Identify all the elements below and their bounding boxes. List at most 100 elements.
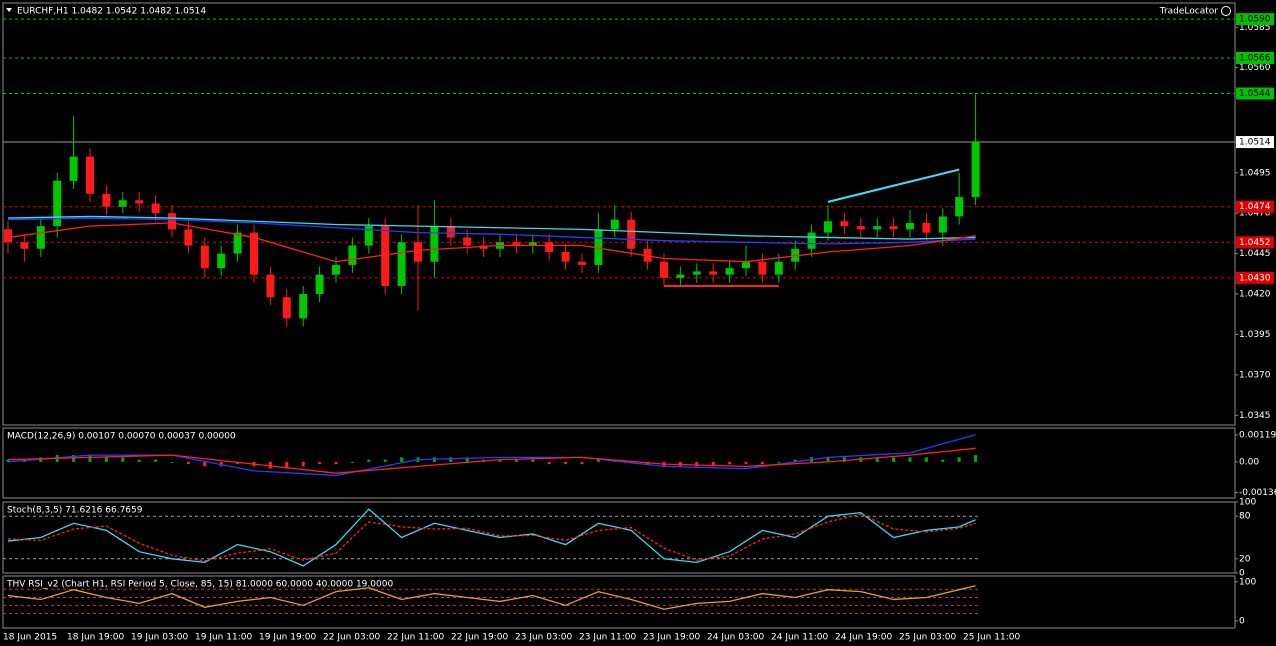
candle-body [906,222,914,230]
candle-body [250,232,258,275]
macd-histogram-bar [760,461,764,465]
candle-body [135,200,144,204]
candle-body [168,213,176,230]
macd-histogram-bar [826,457,830,462]
macd-histogram-bar [88,455,92,462]
candle-body [856,226,865,230]
macd-histogram-bar [941,459,945,462]
macd-histogram-bar [6,459,10,462]
macd-histogram-bar [580,461,584,465]
rsi-title: THV RSI_v2 (Chart H1, RSI Period 5, Clos… [6,580,393,590]
candle-body [889,226,898,230]
candle-body [627,219,636,249]
menu-arrow[interactable] [6,8,12,12]
y-tick-label: 1.0395 [1239,330,1271,340]
main-panel-frame [2,2,1236,426]
candle-body [824,221,832,233]
macd-histogram-bar [498,459,502,462]
y-tick-label: 1.0370 [1239,370,1271,380]
candle-body [69,156,78,181]
macd-title: MACD(12,26,9) 0.00107 0.00070 0.00037 0.… [7,432,236,442]
macd-histogram-bar [892,457,896,462]
indicator-line [7,215,976,240]
candle-body [200,245,209,269]
price-level-label: 1.0566 [1239,53,1271,63]
candle-body [545,242,554,252]
candle-body [364,226,373,246]
macd-histogram-bar [728,461,732,465]
y-tick-label: 1.0445 [1239,249,1271,259]
candle-body [774,261,783,275]
indicator-line [7,447,976,474]
y-tick-label: 0 [1239,569,1245,579]
candle-body [414,242,422,262]
macd-histogram-bar [465,457,469,462]
macd-histogram-bar [908,457,912,462]
macd-histogram-bar [744,461,748,465]
price-level-label: 1.0514 [1239,138,1271,148]
candle-body [217,253,226,269]
candle-body [266,274,275,298]
y-tick-label: 1.0420 [1239,290,1271,300]
macd-histogram-bar [318,461,322,465]
y-tick-label: 100 [1239,577,1256,587]
stoch-title: Stoch(8,3,5) 71.6216 66.7659 [7,506,143,516]
x-tick-label: 22 Jun 19:00 [451,633,508,643]
macd-histogram-bar [301,461,305,467]
macd-histogram-bar [170,461,174,463]
price-level-tag [1236,51,1274,64]
macd-histogram-bar [334,461,338,465]
macd-histogram-bar [285,461,289,469]
x-tick-label: 23 Jun 03:00 [515,633,572,643]
macd-histogram-bar [514,459,518,462]
candle-body [151,203,160,214]
macd-histogram-bar [203,461,207,467]
candle-body [512,242,521,246]
x-tick-label: 19 Jun 11:00 [195,633,252,643]
candle-body [397,242,406,286]
y-tick-label: 100 [1239,498,1256,508]
y-tick-label: 1.0560 [1239,63,1271,73]
macd-histogram-bar [367,459,371,462]
candle-body [20,242,29,249]
candle-body [873,226,882,230]
x-tick-label: 18 Jun 2015 [3,633,57,643]
x-tick-label: 25 Jun 11:00 [963,633,1020,643]
trendline [827,168,960,203]
candle-body [118,200,127,207]
candle-body [742,261,750,269]
candle-body [561,251,570,262]
y-tick-label: 1.0585 [1239,23,1271,33]
price-level-tag [1236,13,1274,26]
y-tick-label: -0.00136 [1239,488,1276,498]
candle-body [348,245,357,265]
y-tick-label: 1.0345 [1239,411,1271,421]
macd-histogram-bar [383,459,387,462]
y-tick-label: 0 [1239,616,1245,626]
macd-panel-frame [2,427,1236,499]
candle-body [938,216,947,233]
candle-body [4,229,12,243]
price-level-label: 1.0452 [1239,238,1271,248]
macd-histogram-bar [186,461,190,465]
candle-body [102,193,111,207]
candle-body [578,261,586,265]
candle-body [184,229,193,246]
candle-body [430,226,439,262]
candle-body [692,271,701,275]
macd-histogram-bar [711,461,715,467]
price-level-label: 1.0544 [1239,89,1271,99]
price-level-tag [1236,136,1274,149]
candle-body [332,264,340,275]
x-tick-label: 19 Jun 19:00 [259,633,316,643]
y-tick-label: 80 [1239,512,1251,522]
watermark: TradeLocator [1159,7,1219,17]
macd-histogram-bar [793,459,797,462]
price-level-tag [1236,200,1274,213]
x-tick-label: 24 Jun 03:00 [707,633,764,643]
macd-histogram-bar [121,457,125,462]
price-level-tag [1236,236,1274,249]
price-level-label: 1.0590 [1239,15,1271,25]
